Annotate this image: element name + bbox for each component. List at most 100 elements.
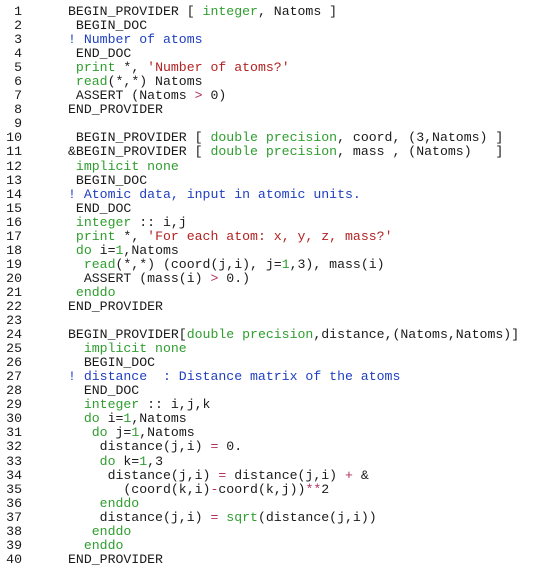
code-line: 11 &BEGIN_PROVIDER [ double precision, ma… (0, 145, 539, 159)
code-line: 21 enddo (0, 284, 539, 300)
code-line: 14 ! Atomic data, input in atomic units. (0, 186, 539, 202)
keyword-token: implicit none (83, 341, 187, 357)
line-number: 21 (6, 284, 22, 300)
code-line: 33 do k=1,3 (0, 453, 539, 469)
line-source: read(*,*) (coord(j,i), j=1,3), mass(i) (68, 257, 385, 272)
code-line: 32 distance(j,i) = 0. (0, 440, 539, 454)
keyword-token: sqrt (226, 509, 258, 525)
code-line: 34 distance(j,i) = distance(j,i) + & (0, 467, 539, 483)
line-number: 40 (6, 551, 22, 567)
code-token (68, 285, 76, 300)
line-number: 33 (6, 453, 22, 469)
code-line: 3 ! Number of atoms (0, 33, 539, 47)
code-token: ASSERT (mass(i) (68, 270, 211, 286)
line-number: 12 (6, 158, 22, 174)
keyword-token: implicit none (75, 158, 179, 174)
code-line: 15 END_DOC (0, 200, 539, 216)
line-source: END_PROVIDER (68, 298, 163, 314)
line-source: BEGIN_PROVIDER[double precision,distance… (68, 328, 519, 342)
code-token (68, 538, 84, 553)
keyword-token: do (83, 411, 100, 427)
code-token: END_PROVIDER (68, 298, 163, 314)
line-number: 9 (14, 116, 22, 132)
line-number: 10 (6, 130, 22, 146)
operator-token: > (210, 270, 219, 286)
keyword-token: double precision (210, 130, 338, 146)
line-source: END_DOC (68, 47, 131, 61)
line-source: enddo (68, 524, 132, 539)
code-line: 39 enddo (0, 537, 539, 553)
code-token (68, 74, 76, 89)
line-source: do j=1,Natoms (68, 426, 195, 440)
line-number: 30 (6, 411, 22, 427)
line-number: 39 (6, 537, 22, 553)
line-source: read(*,*) Natoms (68, 75, 203, 89)
code-token: BEGIN_DOC (68, 172, 148, 188)
line-source: enddo (68, 285, 116, 300)
code-token (68, 341, 84, 356)
code-line: 35 (coord(k,i)-coord(k,j))**2 (0, 481, 539, 497)
code-line: 38 enddo (0, 523, 539, 539)
line-number: 20 (6, 270, 22, 286)
keyword-token: integer (202, 4, 258, 19)
code-token (68, 397, 84, 412)
keyword-token: 1 (115, 242, 124, 258)
code-line: 1 BEGIN_PROVIDER [ integer, Natoms ] (0, 4, 539, 19)
line-source: distance(j,i) = 0. (68, 440, 242, 454)
keyword-token: 1 (123, 411, 132, 427)
line-number: 27 (6, 369, 22, 385)
code-token: END_DOC (68, 383, 140, 399)
code-line: 4 END_DOC (0, 47, 539, 61)
code-token: END_DOC (68, 200, 132, 216)
code-token: , Natoms ] (257, 4, 338, 19)
line-source: integer :: i,j,k (68, 397, 211, 412)
line-number: 34 (6, 467, 22, 483)
line-number: 15 (6, 200, 22, 216)
line-number: 25 (6, 341, 22, 357)
operator-token: = (210, 439, 219, 455)
code-token: distance(j,i) (68, 439, 211, 455)
keyword-token: 1 (131, 425, 140, 441)
line-number: 16 (6, 214, 22, 230)
code-token: (coord(k,i) (68, 481, 211, 497)
line-source: BEGIN_DOC (68, 356, 155, 370)
line-source: do k=1,3 (68, 453, 163, 469)
line-source: (coord(k,i)-coord(k,j))**2 (68, 481, 330, 497)
string-token: 'For each atom: x, y, z, mass?' (147, 228, 393, 244)
code-line: 6 read(*,*) Natoms (0, 75, 539, 89)
code-token: 0) (202, 88, 227, 104)
code-token (68, 496, 100, 511)
code-line: 31 do j=1,Natoms (0, 426, 539, 440)
line-source: END_DOC (68, 384, 139, 398)
comment-token: ! Atomic data, input in atomic units. (68, 186, 361, 202)
line-number: 28 (6, 383, 22, 399)
line-number: 24 (6, 327, 22, 343)
code-line: 9 (0, 117, 539, 131)
line-number: 26 (6, 355, 22, 371)
line-number: 5 (14, 60, 22, 76)
code-token (68, 454, 100, 469)
code-line: 18 do i=1,Natoms (0, 242, 539, 258)
code-token: *, (115, 60, 148, 76)
line-number: 8 (14, 102, 22, 118)
code-token: k= (115, 453, 140, 469)
line-source: print *, 'Number of atoms?' (68, 61, 290, 75)
code-token: 0. (218, 439, 243, 455)
line-number: 29 (6, 397, 22, 413)
line-number: 38 (6, 523, 22, 539)
keyword-token: double precision (210, 144, 338, 160)
code-token: ,Natoms (123, 242, 179, 258)
code-token: ,distance,(Natoms,Natoms)] (313, 327, 520, 343)
code-line: 23 (0, 313, 539, 328)
code-token (68, 425, 92, 440)
line-number: 3 (14, 32, 22, 48)
line-source: BEGIN_DOC (68, 19, 147, 33)
code-token: ,3 (147, 453, 163, 469)
code-line: 20 ASSERT (mass(i) > 0.) (0, 270, 539, 286)
code-token (68, 257, 84, 272)
line-number: 19 (6, 256, 22, 272)
code-token: 2 (321, 481, 330, 497)
code-line: 26 BEGIN_DOC (0, 356, 539, 370)
line-source: implicit none (68, 342, 187, 356)
line-source: END_DOC (68, 200, 132, 216)
